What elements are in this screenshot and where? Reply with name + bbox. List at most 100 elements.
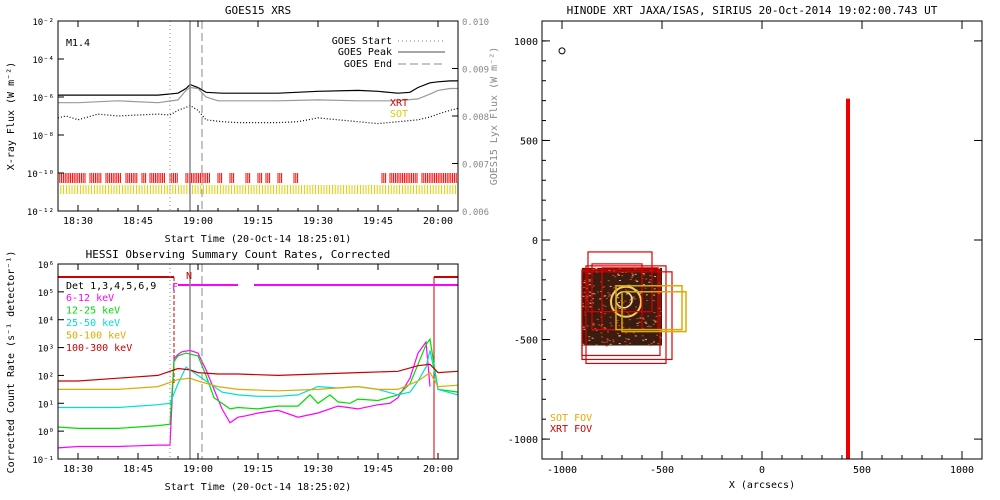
hinode-image-speckle bbox=[593, 293, 596, 295]
hinode-sot-fov-box bbox=[621, 291, 687, 333]
hinode-image-speckle bbox=[625, 272, 628, 273]
goes-x-axis-label: Start Time (20-Oct-14 18:25:01) bbox=[165, 234, 352, 245]
goes-sot-label: SOT bbox=[390, 109, 408, 120]
hessi-y-axis: 10⁶ 10⁵ 10⁴ 10³ 10² 10¹ 10⁰ 10⁻¹ bbox=[32, 261, 64, 466]
hinode-image-speckle bbox=[584, 279, 586, 281]
hinode-image-speckle bbox=[632, 332, 635, 334]
hessi-y-axis-label: Corrected Count Rate (s⁻¹ detector⁻¹) bbox=[6, 251, 17, 474]
hinode-image-speckle bbox=[652, 319, 655, 321]
hinode-image-speckle bbox=[608, 270, 611, 271]
goes-y2-tick-label: 0.008 bbox=[462, 113, 489, 123]
hinode-image-speckle bbox=[613, 287, 616, 289]
hinode-image-speckle bbox=[609, 285, 612, 287]
hinode-image-speckle bbox=[589, 295, 592, 297]
hinode-image-speckle bbox=[582, 295, 585, 297]
hinode-image-speckle bbox=[603, 327, 606, 329]
hinode-image-speckle bbox=[622, 326, 625, 328]
hinode-image-speckle bbox=[652, 323, 655, 325]
hinode-image-speckle bbox=[619, 344, 622, 346]
hinode-image-speckle bbox=[601, 341, 604, 343]
hinode-image-speckle bbox=[635, 280, 638, 282]
hinode-image-speckle bbox=[642, 273, 645, 275]
hessi-x-axis-label: Start Time (20-Oct-14 18:25:02) bbox=[165, 482, 352, 493]
hinode-image-speckle bbox=[617, 307, 620, 309]
hessi-x-tick-label: 20:00 bbox=[423, 464, 453, 475]
hinode-image-speckle bbox=[618, 308, 621, 309]
hinode-image-speckle bbox=[624, 308, 627, 310]
hinode-image-speckle bbox=[630, 277, 633, 279]
hinode-image-speckle bbox=[592, 324, 595, 326]
hinode-image-speckle bbox=[598, 324, 601, 326]
hinode-image-speckle bbox=[625, 332, 627, 334]
hinode-image-speckle bbox=[617, 310, 620, 312]
hinode-image-speckle bbox=[658, 268, 660, 269]
goes-legend: GOES Start GOES Peak GOES End bbox=[332, 36, 445, 70]
goes-y-tick-label: 10⁻¹⁰ bbox=[27, 170, 54, 180]
hessi-x-tick-label: 19:30 bbox=[303, 464, 333, 475]
hinode-image-speckle bbox=[649, 326, 652, 328]
hinode-image-speckle bbox=[648, 344, 651, 346]
hinode-image-speckle bbox=[583, 286, 586, 288]
hinode-image-speckle bbox=[655, 316, 658, 317]
hessi-legend-25-50-kev: 25-50 keV bbox=[66, 318, 120, 329]
goes-x-axis: 18:30 18:45 19:00 19:15 19:30 19:45 20:00 bbox=[57, 21, 459, 227]
hinode-image-speckle bbox=[618, 325, 621, 327]
goes-legend-start: GOES Start bbox=[332, 36, 392, 47]
hinode-image-speckle bbox=[612, 341, 615, 343]
hinode-image-speckle bbox=[596, 318, 599, 320]
goes-xrt-label: XRT bbox=[390, 98, 408, 109]
hinode-x-tick-label: 0 bbox=[759, 465, 765, 476]
hinode-xrt-fov-box bbox=[587, 251, 653, 313]
hinode-image-speckle bbox=[618, 268, 621, 270]
hinode-image-speckle bbox=[609, 316, 612, 318]
hinode-image-speckle bbox=[582, 343, 585, 345]
hinode-image-speckle bbox=[617, 297, 620, 299]
hinode-panel: HINODE XRT JAXA/ISAS, SIRIUS 20-Oct-2014… bbox=[508, 4, 983, 491]
goes-series-long-channel bbox=[58, 80, 458, 96]
hinode-image-speckle bbox=[647, 315, 650, 317]
hinode-image-speckle bbox=[654, 320, 657, 322]
hinode-image-speckle bbox=[649, 345, 652, 347]
hinode-image-speckle bbox=[621, 275, 624, 277]
hinode-image-speckle bbox=[609, 343, 612, 345]
goes-series-lyman-alpha bbox=[58, 86, 458, 104]
goes-sot-coverage bbox=[57, 185, 457, 194]
hinode-image-speckle bbox=[659, 311, 662, 312]
hinode-image-speckle bbox=[595, 268, 598, 270]
hinode-image-speckle bbox=[649, 279, 652, 281]
hinode-image-speckle bbox=[656, 334, 659, 336]
goes-y-axis-label: X-ray Flux (W m⁻²) bbox=[6, 62, 17, 170]
hinode-image-speckle bbox=[606, 297, 609, 299]
hinode-fov-boxes bbox=[558, 47, 850, 459]
hinode-image-speckle bbox=[610, 295, 613, 297]
hessi-y-tick-label: 10³ bbox=[38, 345, 54, 355]
hinode-image-speckle bbox=[645, 338, 647, 340]
hinode-image-speckle bbox=[612, 339, 615, 341]
hinode-image-speckle bbox=[595, 329, 598, 331]
hinode-image-speckle bbox=[582, 326, 585, 328]
hinode-image-speckle bbox=[617, 274, 620, 276]
goes-x-tick-label: 19:15 bbox=[243, 216, 273, 227]
hinode-x-tick-label: 500 bbox=[853, 465, 871, 476]
hessi-legend-100-300-kev: 100-300 keV bbox=[66, 343, 132, 354]
hinode-image-speckle bbox=[640, 292, 642, 294]
hinode-image-speckle bbox=[590, 299, 593, 301]
hinode-image-speckle bbox=[620, 300, 623, 302]
hinode-image-speckle bbox=[601, 286, 604, 288]
hinode-image-speckle bbox=[595, 344, 598, 346]
hinode-image-speckle bbox=[589, 344, 592, 346]
hinode-image-speckle bbox=[592, 293, 595, 295]
hinode-image-speckle bbox=[626, 311, 629, 313]
hessi-y-tick-label: 10⁰ bbox=[38, 428, 54, 438]
hinode-image-speckle bbox=[588, 284, 591, 286]
goes-title: GOES15 XRS bbox=[225, 4, 291, 17]
hessi-series-100-300-kev bbox=[58, 363, 459, 382]
hinode-image-speckle bbox=[604, 295, 607, 297]
hinode-image-speckle bbox=[644, 287, 647, 289]
hinode-image-speckle bbox=[598, 308, 600, 310]
hinode-image-speckle bbox=[645, 322, 648, 324]
hinode-image-speckle bbox=[652, 341, 655, 343]
hessi-legend-50-100-kev: 50-100 keV bbox=[66, 331, 126, 342]
hinode-image-speckle bbox=[625, 338, 628, 340]
